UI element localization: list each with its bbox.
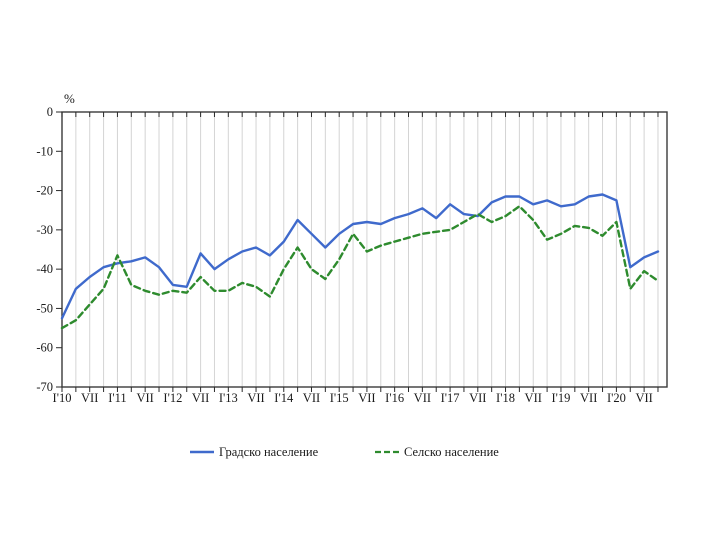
x-axis-label: I'12 [163, 391, 182, 405]
y-axis-unit-label: % [64, 91, 75, 106]
y-axis-label: -10 [36, 144, 53, 158]
y-axis-label: -50 [36, 301, 53, 315]
y-axis-label: -70 [36, 380, 53, 394]
x-axis-label: I'20 [607, 391, 626, 405]
x-axis-label: VII [192, 391, 209, 405]
x-axis-label: I'16 [385, 391, 404, 405]
y-axis-label: -60 [36, 341, 53, 355]
legend-item-rural: Селско население [375, 443, 499, 461]
x-axis-label: I'10 [53, 391, 72, 405]
x-axis-label: I'17 [441, 391, 460, 405]
x-axis-label: VII [469, 391, 486, 405]
x-axis-label: I'11 [108, 391, 126, 405]
x-axis-label: I'19 [551, 391, 570, 405]
rural-line-icon [375, 450, 399, 454]
legend-label-urban: Градско население [219, 444, 319, 459]
x-axis-label: VII [303, 391, 320, 405]
x-axis-label: VII [580, 391, 597, 405]
x-axis-label: VII [525, 391, 542, 405]
x-axis-label: VII [414, 391, 431, 405]
plot-frame [61, 111, 668, 388]
y-axis-label: -40 [36, 262, 53, 276]
y-axis-label: -30 [36, 223, 53, 237]
urban-line-icon [190, 450, 214, 454]
x-axis-label: I'15 [330, 391, 349, 405]
x-axis-label: VII [247, 391, 264, 405]
series-line-urban [60, 193, 660, 320]
legend-item-urban: Градско население [190, 443, 318, 461]
x-axis-label: VII [136, 391, 153, 405]
x-axis-label: VII [358, 391, 375, 405]
series-line-rural [60, 205, 660, 330]
chart-legend: Градско население Селско население [0, 443, 710, 463]
y-axis-label: -20 [36, 184, 53, 198]
x-axis-label: I'18 [496, 391, 515, 405]
legend-label-rural: Селско население [404, 444, 499, 459]
x-axis-label: VII [81, 391, 98, 405]
x-axis-label: VII [635, 391, 652, 405]
y-axis-label: 0 [47, 105, 53, 119]
x-axis-label: I'14 [274, 391, 294, 405]
x-axis-label: I'13 [219, 391, 238, 405]
